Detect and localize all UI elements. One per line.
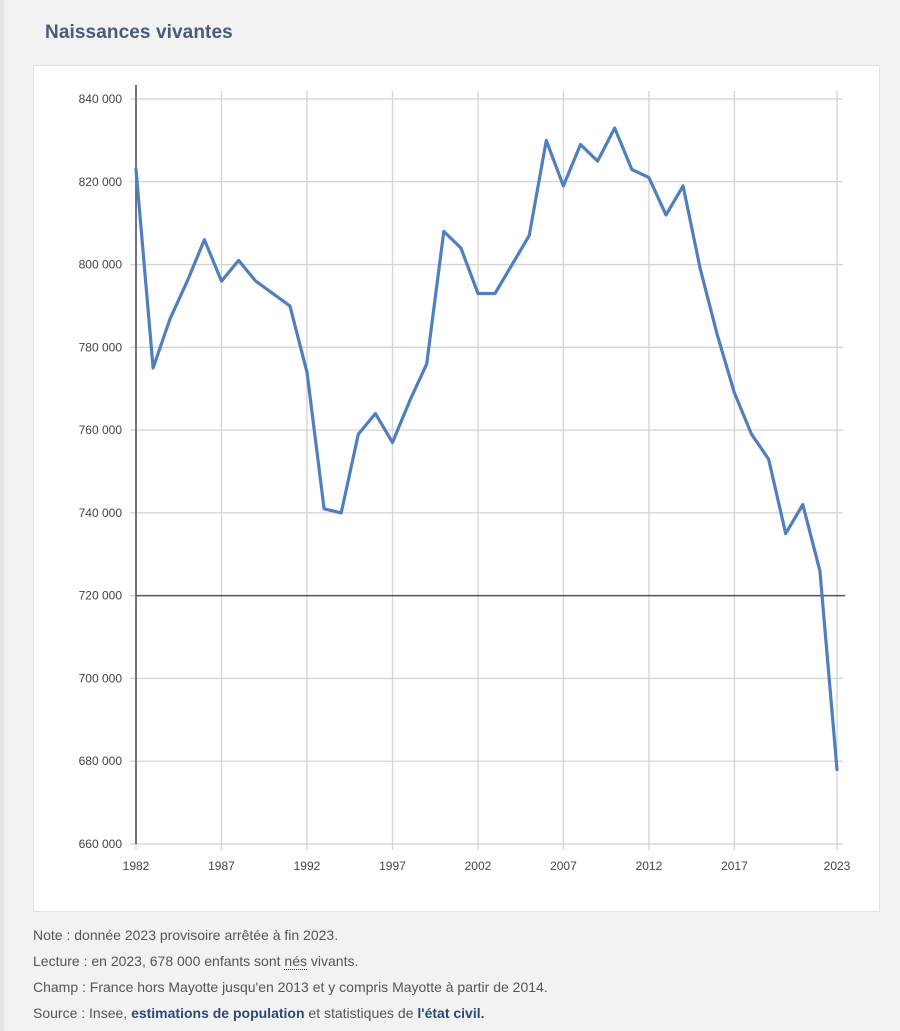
x-tick-label: 2012 xyxy=(636,859,663,873)
x-tick-label: 1982 xyxy=(123,859,150,873)
chart-notes: Note : donnée 2023 provisoire arrêtée à … xyxy=(33,922,893,1026)
y-tick-label: 780 000 xyxy=(79,340,123,354)
x-tick-label: 2023 xyxy=(824,859,851,873)
x-tick-label: 2017 xyxy=(721,859,748,873)
lecture-line: Lecture : en 2023, 678 000 enfants sont … xyxy=(33,948,893,974)
y-tick-label: 760 000 xyxy=(79,423,123,437)
page-left-border xyxy=(0,0,4,1031)
lecture-prefix: Lecture : en 2023, 678 000 enfants sont xyxy=(33,953,285,969)
note-line: Note : donnée 2023 provisoire arrêtée à … xyxy=(33,927,339,943)
y-tick-label: 700 000 xyxy=(79,671,123,685)
series-line xyxy=(134,126,839,772)
x-tick-label: 1987 xyxy=(208,859,235,873)
line-chart: 660 000 680 000 700 000 720 000 740 000 760 0… xyxy=(79,85,851,873)
chart-title: Naissances vivantes xyxy=(45,22,233,43)
nes-definition-link[interactable]: nés xyxy=(284,953,307,970)
estimations-population-link[interactable]: estimations de population xyxy=(131,1005,305,1021)
x-tick-label: 2002 xyxy=(465,859,492,873)
y-tick-label: 680 000 xyxy=(79,754,123,768)
x-tick-label: 1992 xyxy=(294,859,321,873)
y-tick-label: 740 000 xyxy=(79,506,123,520)
etat-civil-link[interactable]: l'état civil. xyxy=(417,1005,485,1021)
y-tick-label: 660 000 xyxy=(79,837,123,851)
y-tick-label: 720 000 xyxy=(79,589,123,603)
source-middle: et statistiques de xyxy=(304,1005,418,1021)
x-tick-label: 1997 xyxy=(379,859,406,873)
y-tick-label: 800 000 xyxy=(79,258,123,272)
source-prefix: Source : Insee, xyxy=(33,1005,132,1021)
y-tick-label: 840 000 xyxy=(79,92,123,106)
chart-panel: 660 000 680 000 700 000 720 000 740 000 760 0… xyxy=(33,65,880,912)
x-tick-label: 2007 xyxy=(550,859,577,873)
champ-line: Champ : France hors Mayotte jusqu'en 201… xyxy=(33,979,548,995)
y-tick-label: 820 000 xyxy=(79,175,123,189)
lecture-suffix: vivants. xyxy=(307,953,359,969)
source-line: Source : Insee, estimations de populatio… xyxy=(33,1000,893,1026)
